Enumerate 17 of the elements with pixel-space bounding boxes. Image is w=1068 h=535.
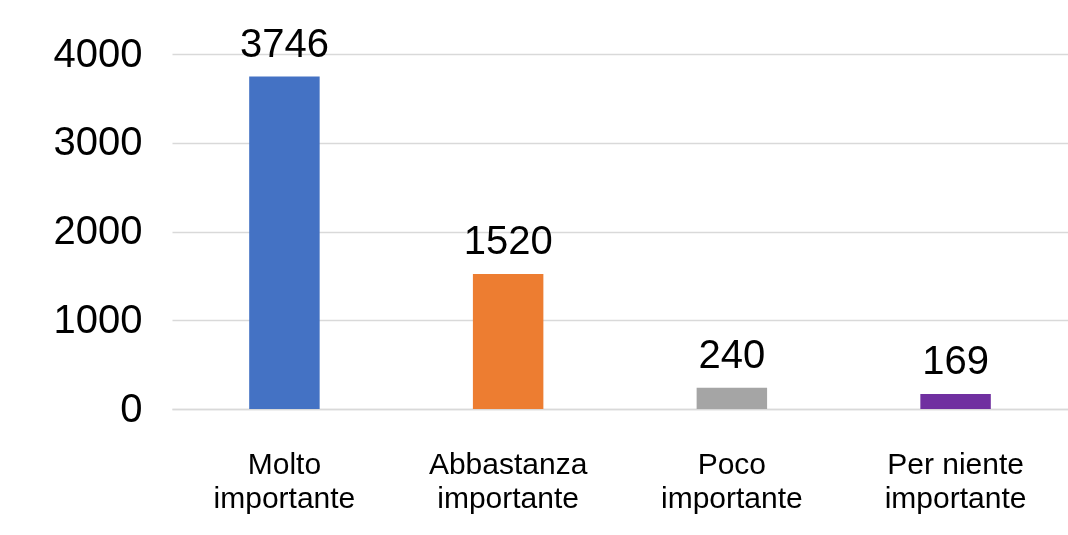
y-tick-label: 4000: [53, 30, 143, 75]
bar: [472, 274, 544, 409]
x-tick-label: Per niente importante: [884, 446, 1027, 514]
data-label: 3746: [239, 20, 329, 65]
bar: [920, 394, 991, 409]
bar: [249, 76, 320, 409]
x-tick-label: Poco importante: [660, 446, 803, 514]
data-label: 1520: [463, 218, 553, 263]
data-label: 169: [922, 338, 989, 382]
y-tick-label: 3000: [53, 119, 143, 164]
y-tick-label: 0: [120, 385, 143, 430]
y-tick-label: 1000: [53, 296, 143, 341]
data-label: 240: [698, 331, 766, 376]
y-tick-label: 2000: [53, 208, 143, 252]
bar: [696, 387, 768, 409]
x-tick-label: Molto importante: [213, 446, 356, 514]
x-tick-label: Abbastanza importante: [428, 446, 588, 514]
